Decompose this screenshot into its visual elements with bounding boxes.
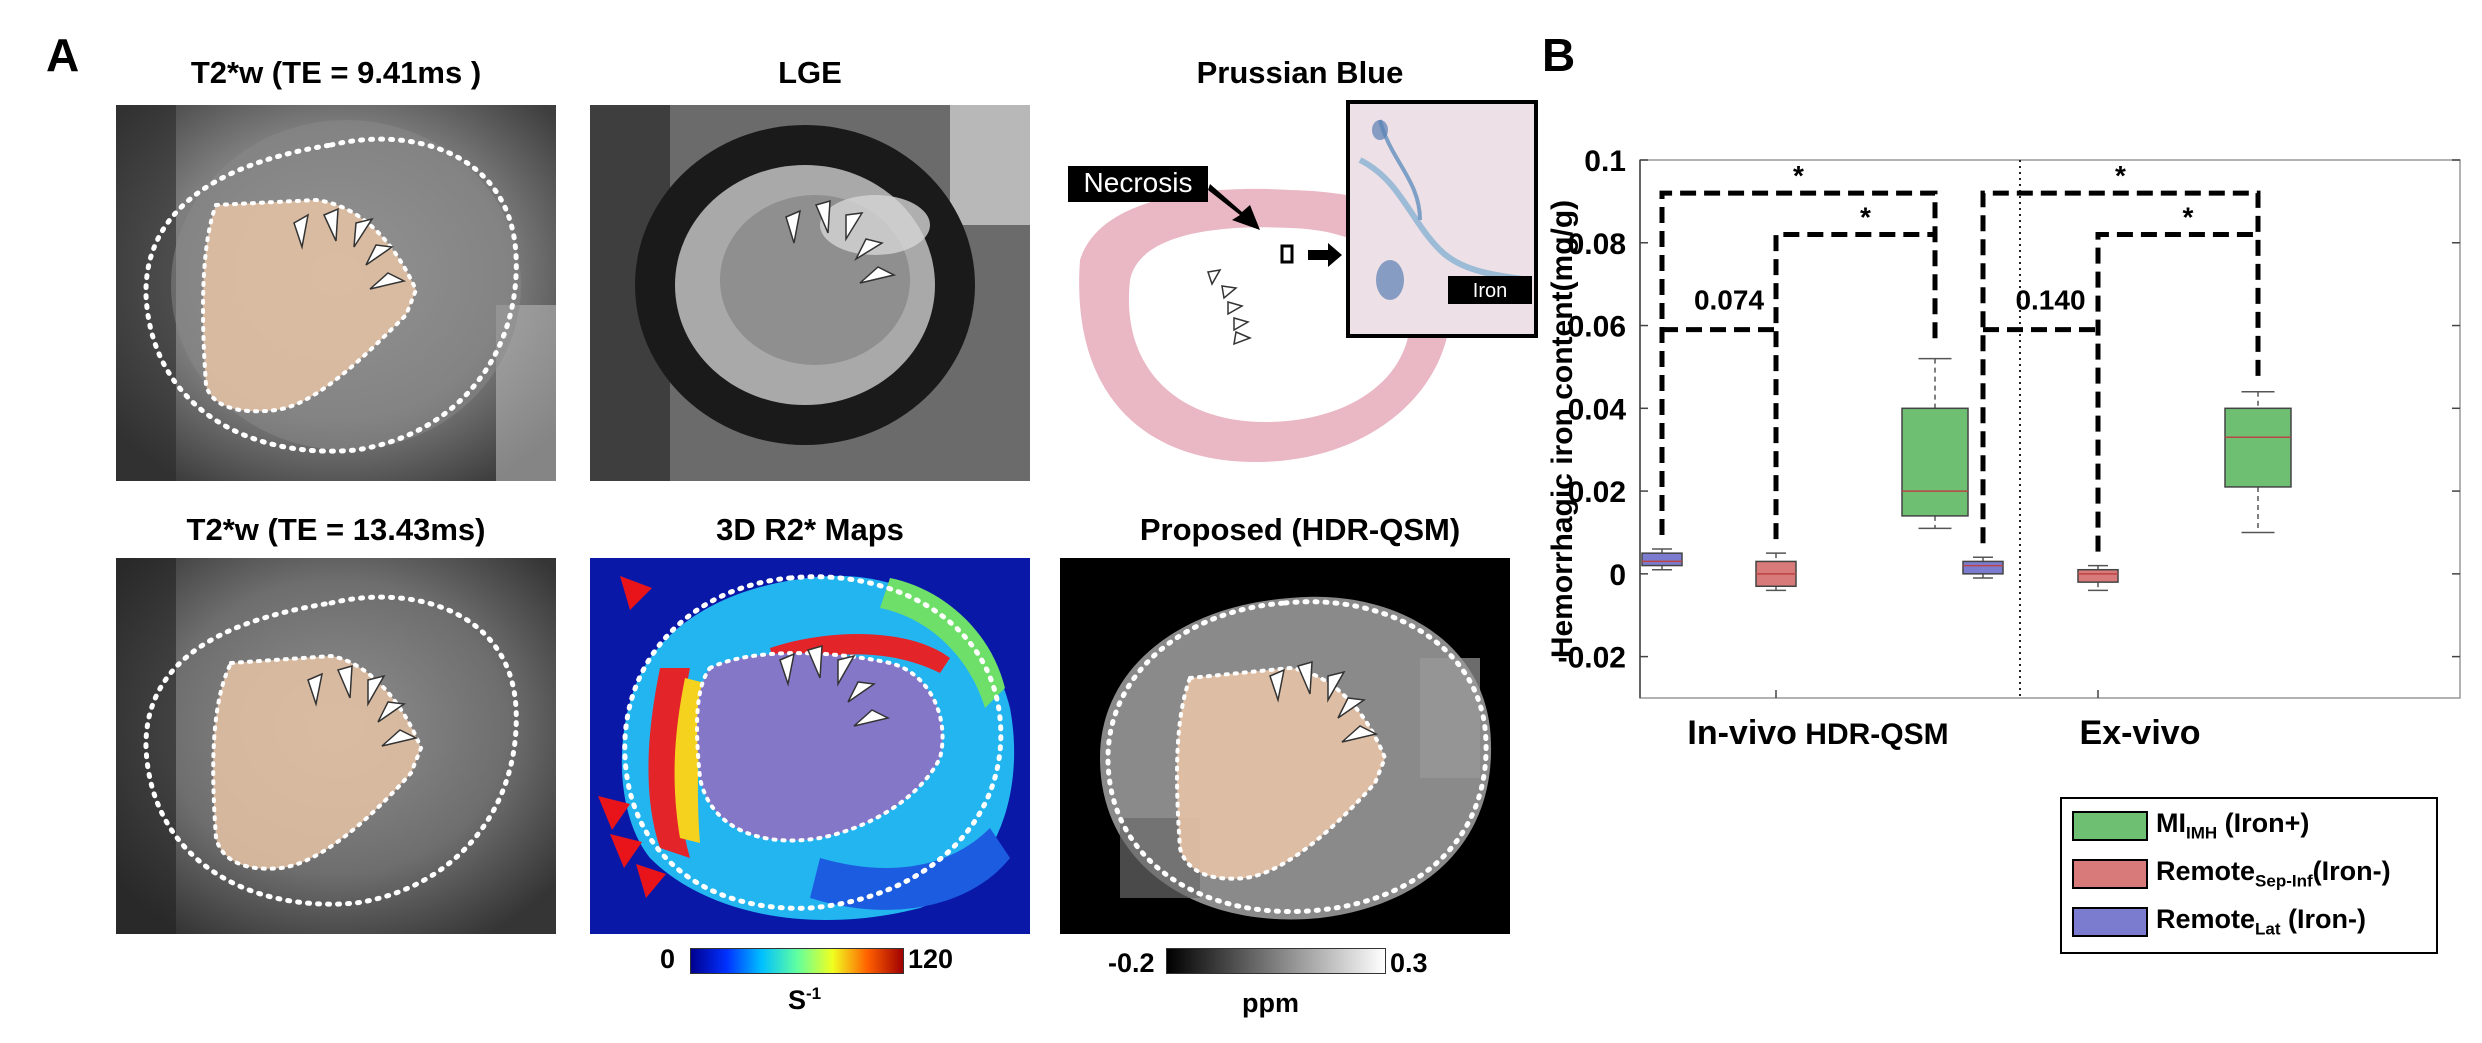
legend-swatch-blue (2072, 907, 2148, 937)
title-t2w-9ms: T2*w (TE = 9.41ms ) (190, 55, 482, 90)
pvalue-label: 0.074 (1694, 285, 1764, 316)
title-lge: LGE (778, 55, 842, 90)
qsm-colorbar (1166, 948, 1386, 974)
legend-label-mi-imh: MIIMH (Iron+) (2156, 808, 2310, 843)
r2-colorbar-unit: S-1 (788, 984, 822, 1015)
legend-item-remote-sep-inf: RemoteSep-Inf(Iron-) (2072, 856, 2391, 891)
r2-colorbar-max: 120 (908, 944, 954, 974)
group-label: Ex-vivo (2080, 714, 2201, 752)
sig-star-inner: * (2183, 201, 2194, 232)
box-mi_imh (2224, 407, 2292, 488)
box-remote_lat (1641, 552, 1683, 567)
y-tick-label: 0.02 (1568, 476, 1626, 509)
qsm-colorbar-min: -0.2 (1108, 948, 1155, 978)
sig-bracket-inner (1773, 231, 1935, 540)
qsm-colorbar-unit: ppm (1242, 988, 1299, 1018)
y-axis-label: Hemorrhagic iron content(mg/g) (1546, 200, 1579, 658)
box-remote_sep-inf (2077, 568, 2119, 583)
title-r2star: 3D R2* Maps (716, 512, 904, 547)
box-mi_imh (1901, 407, 1969, 517)
sig-bracket-outer (1659, 190, 1938, 536)
legend-label-remote-lat: RemoteLat (Iron-) (2156, 904, 2367, 939)
sig-bracket-outer (1980, 190, 2261, 544)
image-r2star-map (590, 558, 1030, 934)
plot-frame (1639, 159, 2461, 699)
y-tick-label: 0.08 (1568, 228, 1626, 261)
sig-bracket-inner (2095, 231, 2258, 552)
y-tick-label: -0.02 (1558, 642, 1626, 675)
qsm-colorbar-max: 0.3 (1390, 948, 1428, 978)
sig-star-outer: * (1793, 160, 1804, 191)
legend-swatch-green (2072, 811, 2148, 841)
legend-swatch-red (2072, 859, 2148, 889)
title-hdrqsm: Proposed (HDR-QSM) (1139, 512, 1461, 547)
chart-legend: MIIMH (Iron+) RemoteSep-Inf(Iron-) Remot… (2060, 797, 2438, 954)
title-t2w-13ms: T2*w (TE = 13.43ms) (186, 512, 486, 547)
iron-label: Iron (1473, 280, 1507, 302)
image-t2w-9ms (116, 105, 556, 481)
image-hdrqsm (1060, 558, 1510, 934)
image-t2w-13ms (116, 558, 556, 934)
image-prussian-blue: Necrosis Iron (1060, 100, 1540, 485)
y-tick-label: 0 (1609, 559, 1626, 592)
r2-colorbar (690, 948, 904, 974)
legend-item-remote-lat: RemoteLat (Iron-) (2072, 904, 2367, 939)
pvalue-label: 0.140 (2015, 285, 2085, 316)
box-plot: 0.1 0.08 0.06 0.04 0.02 0 -0.02 Hemorrhagic iro… (1540, 120, 2470, 760)
sig-star-outer: * (2115, 160, 2126, 191)
title-prussian-blue: Prussian Blue (1196, 55, 1404, 90)
y-tick-label: 0.1 (1584, 145, 1626, 178)
sig-star-inner: * (1860, 201, 1871, 232)
image-lge (590, 105, 1030, 481)
legend-label-remote-sep-inf: RemoteSep-Inf(Iron-) (2156, 856, 2391, 891)
r2-colorbar-min: 0 (660, 944, 676, 974)
panel-b-letter: B (1542, 29, 1576, 81)
legend-item-mi-imh: MIIMH (Iron+) (2072, 808, 2310, 843)
y-tick-label: 0.06 (1568, 311, 1626, 344)
group-label: In-vivo HDR-QSM (1687, 714, 1948, 752)
box-remote_lat (1962, 560, 2004, 575)
necrosis-label: Necrosis (1084, 167, 1193, 198)
panel-a-letter: A (46, 29, 80, 81)
y-tick-label: 0.04 (1568, 393, 1627, 426)
